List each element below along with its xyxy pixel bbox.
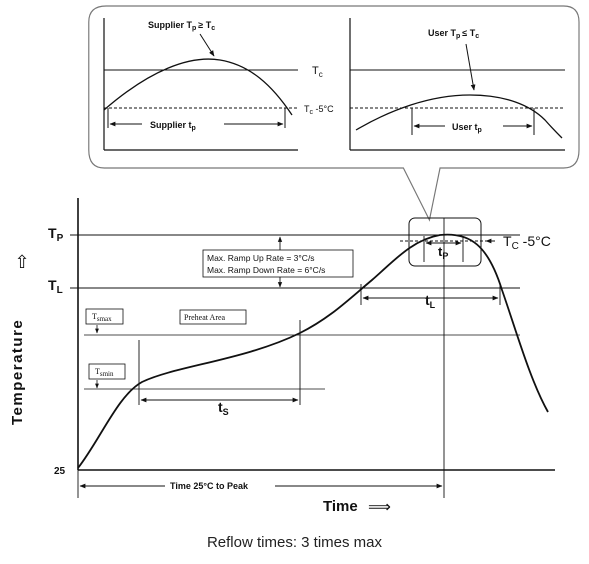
svg-text:TP: TP (48, 225, 64, 244)
tsmin-label: T (95, 367, 100, 376)
preheat-label: Preheat Area (184, 313, 226, 322)
tc5-label: T (503, 233, 512, 249)
tl-span-label: t (425, 292, 430, 308)
preheat-box (179, 309, 247, 325)
svg-text:TC -5°C: TC -5°C (503, 233, 551, 252)
left-span-label-sub: p (192, 125, 196, 132)
tsmax-label-sub: smax (97, 315, 112, 323)
tc5-label-rest: -5°C (519, 233, 551, 249)
svg-text:tL: tL (425, 292, 436, 310)
tsmax-label: T (92, 312, 97, 321)
right-curve-label: User T (428, 28, 457, 38)
inset-tc5-label-rest: -5°C (313, 104, 334, 114)
svg-text:Supplier Tp≥ Tc: Supplier Tp ≥ Tc (148, 20, 215, 32)
reflow-curve (77, 233, 549, 469)
tsmax-box (85, 308, 124, 325)
x-axis-arrow: ⟹ (368, 499, 391, 516)
right-span-label-sub: p (478, 127, 482, 134)
ts-label: t (218, 399, 223, 415)
tp-label-sub: P (57, 233, 64, 244)
svg-text:Supplier tp: Supplier tp (150, 120, 196, 132)
ramp-up-rate: Max. Ramp Up Rate = 3°C/s (207, 253, 315, 263)
inset-tc5-label: T (304, 104, 310, 114)
left-curve-label-rel: ≥ T (198, 20, 211, 30)
right-curve-label-rel: ≤ T (462, 28, 475, 38)
tl-label: T (48, 277, 57, 293)
svg-text:tP: tP (438, 244, 448, 261)
svg-text:User Tp≤ Tc: User Tp ≤ Tc (428, 28, 479, 40)
inset-tc5-label-sub: c (310, 109, 314, 116)
tl-span-label-sub: L (430, 300, 436, 310)
ramp-rate-box (202, 249, 354, 278)
tp-span-label-sub: P (442, 251, 448, 261)
ts-label-sub: S (223, 407, 229, 417)
caption: Reflow times: 3 times max (206, 534, 383, 551)
time-to-peak-label: Time 25°C to Peak (170, 481, 249, 491)
svg-text:Tsmin: Tsmin (95, 367, 114, 378)
inset-tc-label-sub: c (319, 70, 323, 79)
tl-label-sub: L (57, 285, 63, 296)
svg-text:Tsmax: Tsmax (92, 312, 112, 323)
y-25-label: 25 (54, 466, 66, 477)
tc5-label-sub: C (512, 241, 519, 252)
inset-callout: Supplier tp Supplier Tp ≥ Tc Tc Tc -5°C (88, 5, 580, 222)
inset-tc-label: T (312, 65, 319, 77)
left-curve-label-sub: p (192, 25, 196, 32)
inset-right-panel: User tp User Tp ≤ Tc (349, 18, 565, 151)
main-profile: Temperature ⇧ TP TL 25 Tsmax Tsmin (9, 198, 555, 516)
left-span-label: Supplier t (150, 120, 192, 130)
tsmin-label-sub: smin (100, 370, 114, 378)
ramp-down-rate: Max. Ramp Down Rate = 6°C/s (207, 265, 325, 275)
svg-text:User tp: User tp (452, 122, 482, 134)
right-curve-label-rel-sub: c (475, 33, 479, 40)
inset-left-panel: Supplier tp Supplier Tp ≥ Tc (103, 18, 298, 151)
tp-label: T (48, 225, 57, 241)
tp-span-label: t (438, 244, 443, 259)
y-axis-arrow: ⇧ (14, 252, 29, 272)
right-curve-label-sub: p (456, 33, 460, 40)
left-supplier-curve (103, 58, 293, 116)
svg-text:Tc: Tc (312, 65, 323, 79)
svg-text:Tc -5°C: Tc -5°C (304, 104, 334, 116)
left-curve-label-rel-sub: c (211, 25, 215, 32)
svg-text:tS: tS (218, 399, 229, 417)
svg-text:TL: TL (48, 277, 63, 296)
peak-zoom-box (408, 217, 482, 267)
right-span-label: User t (452, 122, 478, 132)
right-user-curve (355, 94, 563, 139)
left-curve-label: Supplier T (148, 20, 193, 30)
inset-callout-frame (88, 5, 580, 222)
x-axis-label: Time (323, 498, 358, 515)
tsmin-box (88, 363, 126, 380)
y-axis-label: Temperature (9, 319, 26, 425)
